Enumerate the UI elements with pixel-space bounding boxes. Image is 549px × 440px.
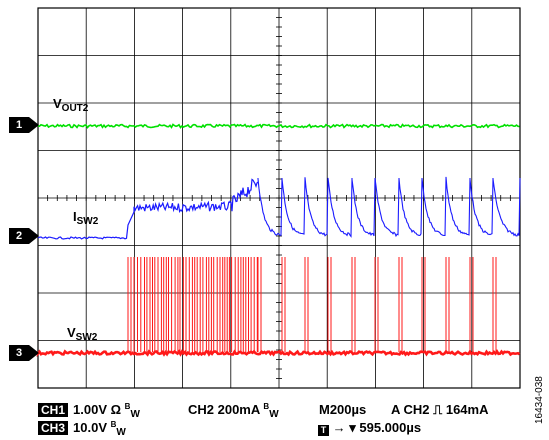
channel-1-number: 1 [9,117,29,133]
marker-arrow-icon [29,345,39,361]
channel-3-marker: 3 [9,345,39,361]
status-row-2: CH3 10.0V BW [38,420,126,435]
marker-arrow-icon [29,228,39,244]
channel-3-number: 3 [9,345,29,361]
trigger-icon: T [318,425,329,436]
trigger-position-readout: T → ▾ 595.000µs [318,420,421,436]
ch3-badge: CH3 [38,421,68,435]
channel-2-number: 2 [9,228,29,244]
timebase-readout: M200µs [319,402,366,417]
ch3-scale: 10.0V [73,420,107,435]
ch1-bandwidth-limit: BW [125,405,140,417]
figure-id: 16434-038 [534,376,545,424]
ch2-bandwidth-limit: BW [263,405,278,417]
channel-2-marker: 2 [9,228,39,244]
vsw2-label: VSW2 [67,325,97,343]
vsw2-burst [128,257,257,352]
marker-arrow-icon [29,117,39,133]
trigger-position: → ▾ 595.000µs [333,420,421,435]
status-row-1: CH1 1.00V Ω BW [38,402,140,417]
channel-1-marker: 1 [9,117,39,133]
vout2-label: VOUT2 [53,96,88,114]
ch1-badge: CH1 [38,403,68,417]
trigger-readout: A CH2 ⎍ 164mA [391,402,489,418]
ch3-bandwidth-limit: BW [111,423,126,435]
ch1-scale: 1.00V Ω [73,402,121,417]
isw2-label: ISW2 [73,209,98,227]
graticule [38,8,520,388]
trigger-setting: A CH2 ⎍ 164mA [391,402,489,417]
ch2-scale: CH2 200mA [188,402,260,417]
timebase: M200µs [319,402,366,417]
ch2-scale-readout: CH2 200mA BW [188,402,279,417]
